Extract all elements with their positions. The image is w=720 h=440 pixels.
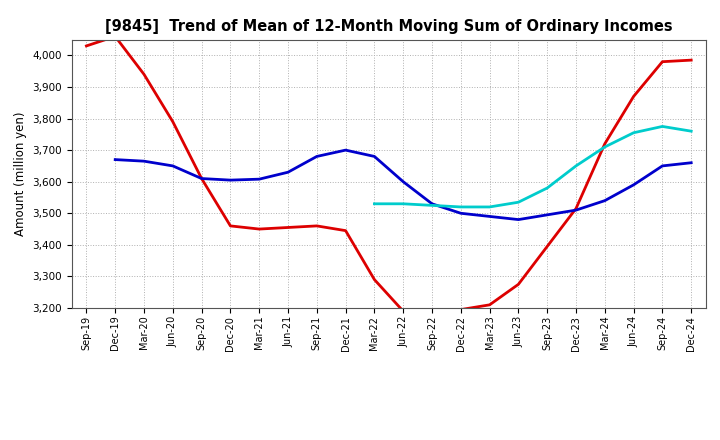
3 Years — [514, 282, 523, 287]
3 Years — [197, 176, 206, 181]
7 Years — [658, 124, 667, 129]
5 Years — [140, 158, 148, 164]
7 Years — [456, 204, 465, 209]
5 Years — [485, 214, 494, 219]
5 Years — [456, 211, 465, 216]
3 Years — [600, 141, 609, 147]
3 Years — [140, 72, 148, 77]
5 Years — [399, 179, 408, 184]
5 Years — [543, 212, 552, 217]
3 Years — [543, 244, 552, 249]
3 Years — [658, 59, 667, 64]
5 Years — [428, 201, 436, 206]
7 Years — [543, 185, 552, 191]
3 Years — [82, 43, 91, 48]
5 Years — [687, 160, 696, 165]
5 Years — [312, 154, 321, 159]
3 Years — [255, 227, 264, 232]
5 Years — [370, 154, 379, 159]
3 Years — [312, 223, 321, 228]
7 Years — [629, 130, 638, 136]
Y-axis label: Amount (million yen): Amount (million yen) — [14, 112, 27, 236]
7 Years — [399, 201, 408, 206]
3 Years — [399, 308, 408, 314]
7 Years — [600, 144, 609, 150]
3 Years — [226, 223, 235, 228]
5 Years — [629, 182, 638, 187]
5 Years — [600, 198, 609, 203]
3 Years — [284, 225, 292, 230]
Line: 7 Years: 7 Years — [374, 126, 691, 207]
5 Years — [514, 217, 523, 222]
3 Years — [629, 94, 638, 99]
3 Years — [485, 302, 494, 308]
Title: [9845]  Trend of Mean of 12-Month Moving Sum of Ordinary Incomes: [9845] Trend of Mean of 12-Month Moving … — [105, 19, 672, 34]
3 Years — [456, 307, 465, 312]
5 Years — [197, 176, 206, 181]
3 Years — [168, 119, 177, 125]
3 Years — [341, 228, 350, 233]
5 Years — [341, 147, 350, 153]
5 Years — [572, 208, 580, 213]
5 Years — [255, 176, 264, 182]
7 Years — [514, 200, 523, 205]
7 Years — [428, 203, 436, 208]
5 Years — [284, 169, 292, 175]
5 Years — [658, 163, 667, 169]
7 Years — [572, 163, 580, 169]
7 Years — [370, 201, 379, 206]
3 Years — [370, 277, 379, 282]
3 Years — [111, 34, 120, 39]
7 Years — [485, 204, 494, 209]
5 Years — [168, 163, 177, 169]
3 Years — [428, 310, 436, 315]
5 Years — [111, 157, 120, 162]
3 Years — [572, 206, 580, 211]
Line: 5 Years: 5 Years — [115, 150, 691, 220]
3 Years — [687, 58, 696, 63]
5 Years — [226, 177, 235, 183]
7 Years — [687, 128, 696, 134]
Line: 3 Years: 3 Years — [86, 37, 691, 313]
